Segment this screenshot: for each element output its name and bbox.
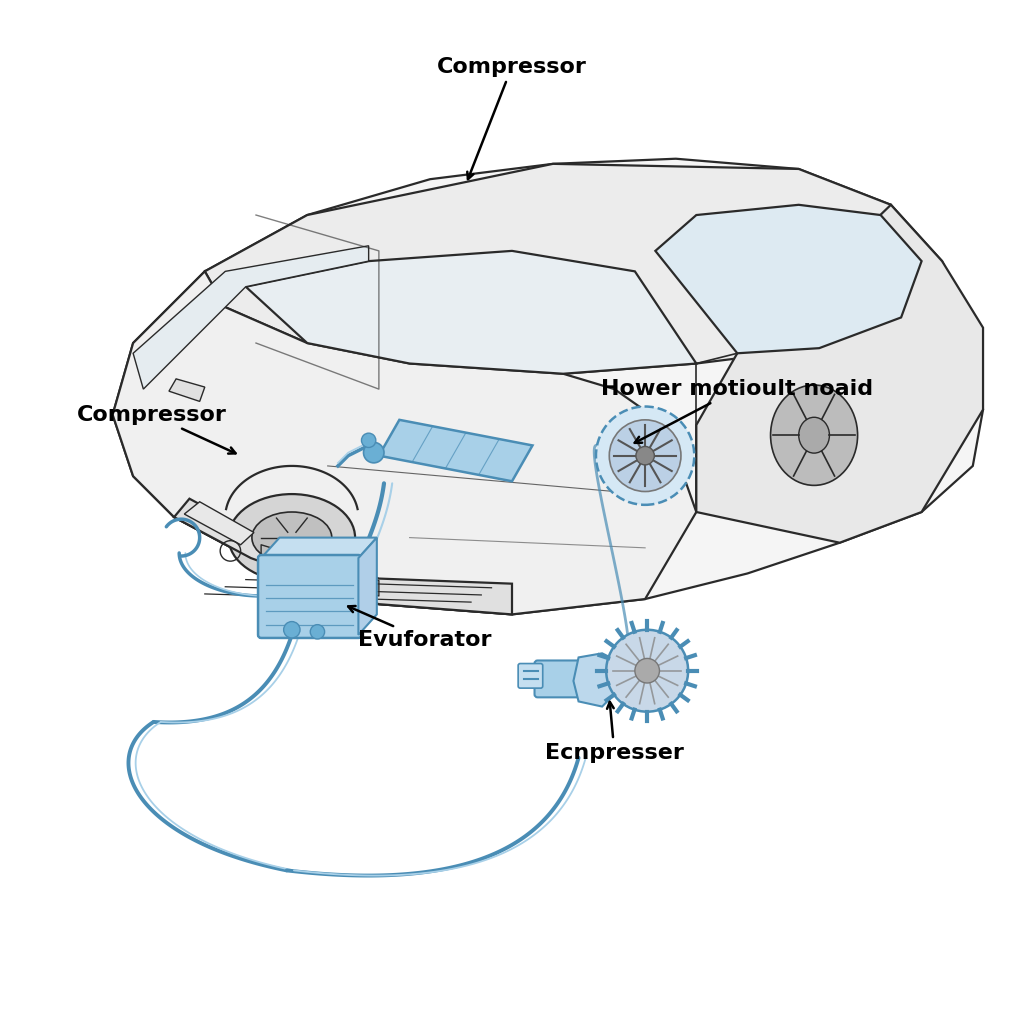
FancyBboxPatch shape	[518, 664, 543, 688]
Text: Ecnpresser: Ecnpresser	[545, 701, 684, 763]
Polygon shape	[246, 251, 696, 374]
Circle shape	[364, 442, 384, 463]
Polygon shape	[184, 502, 254, 545]
Polygon shape	[205, 164, 922, 374]
Text: Compressor: Compressor	[437, 56, 587, 179]
Ellipse shape	[252, 512, 332, 563]
Ellipse shape	[799, 418, 829, 453]
Polygon shape	[573, 653, 616, 707]
Polygon shape	[379, 420, 532, 481]
Circle shape	[609, 420, 681, 492]
Polygon shape	[174, 499, 512, 614]
Text: Compressor: Compressor	[77, 404, 236, 454]
Polygon shape	[655, 205, 922, 353]
Polygon shape	[261, 538, 377, 558]
Text: Hower motioult noaid: Hower motioult noaid	[601, 379, 873, 442]
Text: Evuforator: Evuforator	[348, 606, 492, 650]
Ellipse shape	[745, 356, 883, 515]
Circle shape	[636, 446, 654, 465]
Circle shape	[361, 433, 376, 447]
Polygon shape	[133, 246, 369, 389]
Circle shape	[596, 407, 694, 505]
FancyBboxPatch shape	[258, 555, 361, 638]
Polygon shape	[358, 538, 377, 635]
Polygon shape	[696, 205, 983, 543]
Polygon shape	[113, 159, 983, 614]
Circle shape	[310, 625, 325, 639]
Ellipse shape	[771, 385, 858, 485]
Circle shape	[635, 658, 659, 683]
Polygon shape	[113, 271, 696, 614]
Circle shape	[606, 630, 688, 712]
FancyBboxPatch shape	[535, 660, 587, 697]
Ellipse shape	[228, 494, 355, 582]
Polygon shape	[169, 379, 205, 401]
Circle shape	[284, 622, 300, 638]
